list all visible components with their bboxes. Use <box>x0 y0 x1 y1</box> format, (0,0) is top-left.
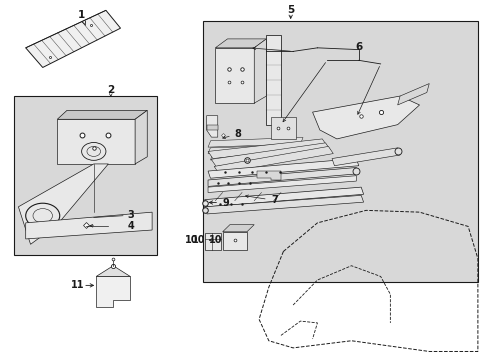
Polygon shape <box>207 145 297 154</box>
Polygon shape <box>204 233 221 249</box>
Text: 6: 6 <box>354 42 362 52</box>
Polygon shape <box>312 96 419 139</box>
Polygon shape <box>26 212 152 239</box>
Polygon shape <box>271 117 295 139</box>
Text: 2: 2 <box>107 85 114 95</box>
Polygon shape <box>214 147 333 174</box>
Polygon shape <box>207 176 356 193</box>
Polygon shape <box>331 148 399 166</box>
Polygon shape <box>215 48 254 103</box>
Polygon shape <box>26 10 120 67</box>
Polygon shape <box>204 195 363 214</box>
Text: 11: 11 <box>70 280 84 291</box>
Text: 10: 10 <box>185 235 199 245</box>
Polygon shape <box>207 139 326 158</box>
Polygon shape <box>96 276 130 307</box>
Polygon shape <box>397 84 428 105</box>
Polygon shape <box>135 111 147 164</box>
Polygon shape <box>207 158 358 178</box>
Text: 7: 7 <box>271 195 277 205</box>
Polygon shape <box>211 143 330 166</box>
Text: 9: 9 <box>222 198 229 207</box>
Text: 4: 4 <box>127 221 134 231</box>
Polygon shape <box>215 39 266 48</box>
Text: 10: 10 <box>208 235 222 245</box>
Polygon shape <box>207 167 356 186</box>
Polygon shape <box>222 232 246 249</box>
Polygon shape <box>19 164 108 244</box>
Bar <box>203 21 477 282</box>
Polygon shape <box>206 125 217 130</box>
Polygon shape <box>207 138 303 147</box>
Polygon shape <box>266 35 281 125</box>
Text: 1: 1 <box>78 10 85 25</box>
Polygon shape <box>96 266 130 276</box>
Polygon shape <box>204 187 363 207</box>
Text: 3: 3 <box>127 210 134 220</box>
Polygon shape <box>57 111 147 119</box>
Polygon shape <box>210 153 290 160</box>
Bar <box>14 96 157 255</box>
Polygon shape <box>254 39 266 103</box>
Text: 8: 8 <box>234 129 241 139</box>
Text: 10: 10 <box>192 235 205 245</box>
Polygon shape <box>256 171 281 180</box>
Text: 5: 5 <box>286 5 294 15</box>
Polygon shape <box>206 116 217 137</box>
Polygon shape <box>222 225 254 232</box>
Polygon shape <box>57 119 135 164</box>
